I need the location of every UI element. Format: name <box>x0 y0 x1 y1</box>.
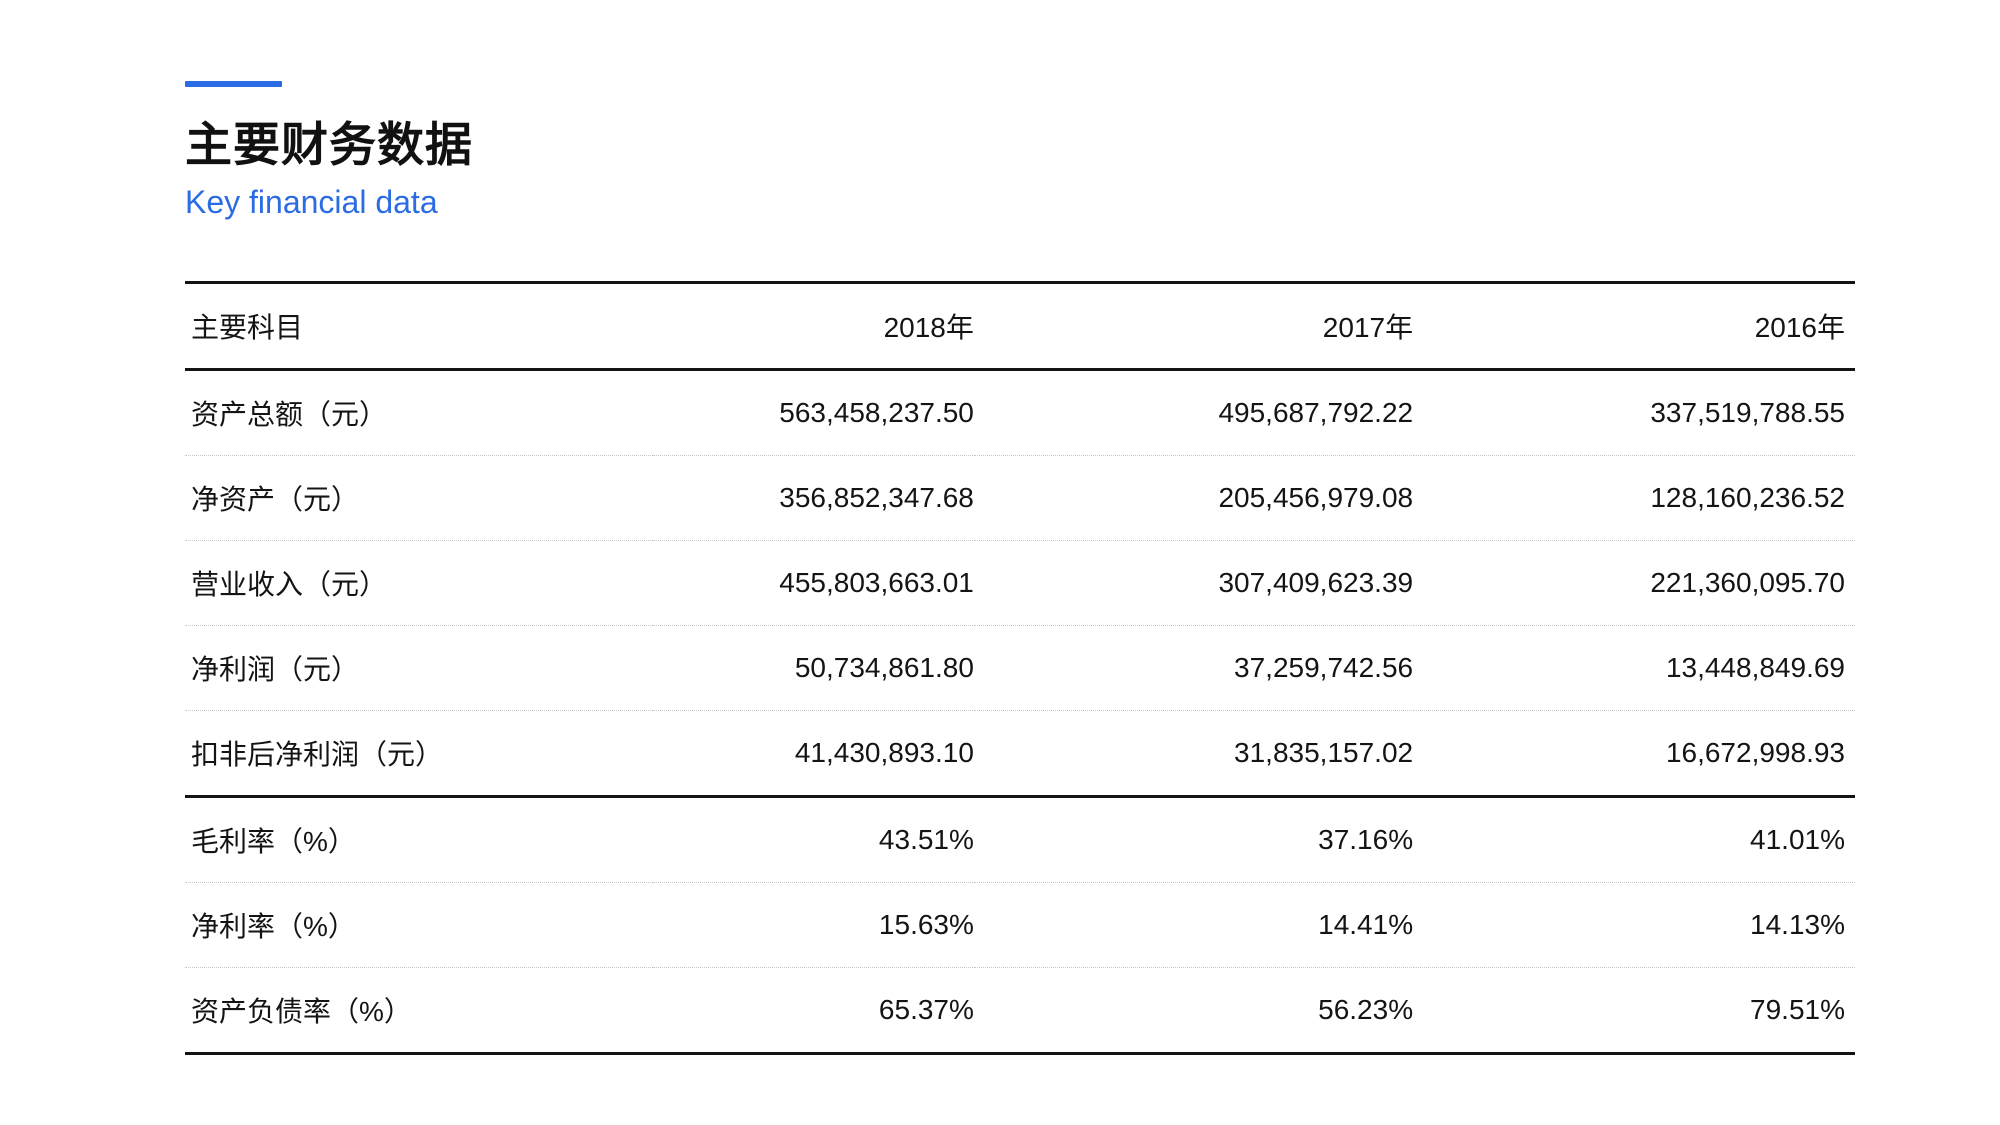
cell-value: 495,687,792.22 <box>974 369 1415 456</box>
table-row: 资产总额（元） 563,458,237.50 495,687,792.22 33… <box>185 369 1855 456</box>
table-row: 净利润（元） 50,734,861.80 37,259,742.56 13,44… <box>185 625 1855 711</box>
cell-value: 14.41% <box>974 882 1415 968</box>
cell-value: 65.37% <box>878 994 974 1025</box>
cell-value: 455,803,663.01 <box>652 540 975 626</box>
cell-value: 337,519,788.55 <box>1414 369 1855 456</box>
column-header-2016: 2016年 <box>1414 282 1855 371</box>
page-subtitle: Key financial data <box>185 184 438 220</box>
row-label: 扣非后净利润（元） <box>185 710 653 798</box>
table-row: 净利率（%） 15.63% 14.41% 14.13% <box>185 882 1855 968</box>
cell-value: 14.13% <box>1414 882 1855 968</box>
cell-value: 15.63% <box>652 882 975 968</box>
column-header-2017: 2017年 <box>974 282 1415 371</box>
cell-value: 43.51% <box>652 796 975 883</box>
page-container: 主要财务数据 Key financial data 主要科目 2018年 201… <box>185 0 1855 1055</box>
column-header-subject: 主要科目 <box>185 282 653 371</box>
cell-value: 307,409,623.39 <box>974 540 1415 626</box>
table-row: 扣非后净利润（元） 41,430,893.10 31,835,157.02 16… <box>185 710 1855 798</box>
cell-value: 79.51% <box>1750 994 1845 1025</box>
accent-bar <box>185 81 282 87</box>
cell-value: 205,456,979.08 <box>974 455 1415 541</box>
page-title: 主要财务数据 <box>185 118 473 171</box>
cell-value: 37,259,742.56 <box>974 625 1415 711</box>
table-row: 营业收入（元） 455,803,663.01 307,409,623.39 22… <box>185 540 1855 626</box>
row-label: 净资产（元） <box>185 455 653 541</box>
cell-value: 41.01% <box>1414 796 1855 883</box>
cell-value: 56.23% <box>1318 994 1414 1025</box>
row-label: 毛利率（%） <box>185 796 653 883</box>
cell-value: 37.16% <box>974 796 1415 883</box>
table-row: 毛利率（%） 43.51% 37.16% 41.01% <box>185 796 1855 883</box>
cell-value: 128,160,236.52 <box>1414 455 1855 541</box>
row-label: 资产总额（元） <box>185 369 653 456</box>
cell-value: 31,835,157.02 <box>974 710 1415 798</box>
row-label: 营业收入（元） <box>185 540 653 626</box>
cell-value: 13,448,849.69 <box>1414 625 1855 711</box>
row-label: 净利润（元） <box>185 625 653 711</box>
cell-value: 563,458,237.50 <box>652 369 975 456</box>
header-row: 主要科目 2018年 2017年 2016年 <box>185 282 1855 371</box>
row-label: 净利率（%） <box>185 882 653 968</box>
cell-value: 41,430,893.10 <box>652 710 975 798</box>
cell-value: 221,360,095.70 <box>1414 540 1855 626</box>
table-row: 资产负债率（%） 65.37% 56.23% 79.51% <box>185 968 1855 1054</box>
row-label: 资产负债率（%） <box>191 996 412 1027</box>
cell-value: 16,672,998.93 <box>1414 710 1855 798</box>
column-header-2018: 2018年 <box>652 282 975 371</box>
table-row: 净资产（元） 356,852,347.68 205,456,979.08 128… <box>185 455 1855 541</box>
cell-value: 50,734,861.80 <box>652 625 975 711</box>
cell-value: 356,852,347.68 <box>652 455 975 541</box>
financial-table: 主要科目 2018年 2017年 2016年 资产总额（元） 563,458,2… <box>185 281 1855 1055</box>
